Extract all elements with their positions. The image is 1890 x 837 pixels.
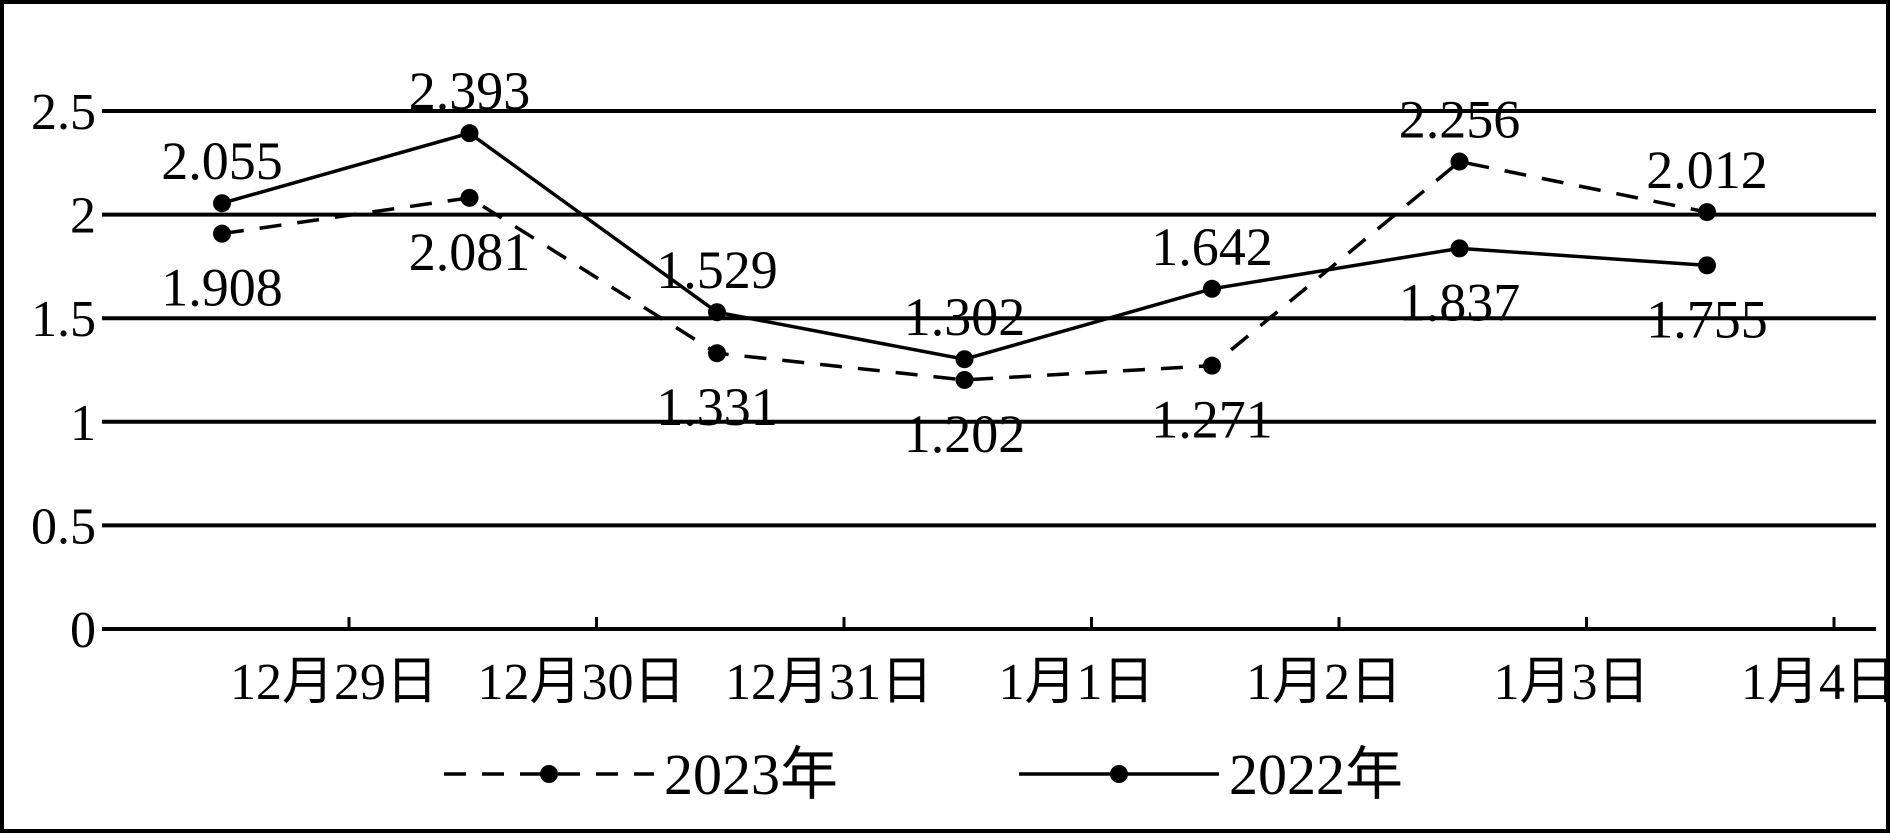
- x-tick-label: 1月1日: [998, 654, 1154, 711]
- x-tick-label: 1月2日: [1246, 654, 1402, 711]
- line-chart: 00.511.522.5 12月29日 12月30日 12月31日 1月1日 1月2日 1…: [31, 61, 1890, 807]
- y-tick-label: 0: [70, 602, 96, 659]
- data-labels: 1.908 2.081 1.331 1.202 1.271 2.256 2.012 2.055…: [161, 61, 1768, 464]
- x-tick-label: 1月4日: [1741, 654, 1890, 711]
- legend-item-2023: 2023年: [444, 742, 838, 807]
- series-lines: [213, 124, 1716, 389]
- data-label: 1.908: [161, 258, 283, 318]
- data-point: [708, 344, 726, 363]
- data-label: 1.202: [904, 404, 1026, 464]
- data-point: [460, 188, 479, 207]
- legend-marker: [540, 765, 558, 783]
- gridlines: [102, 109, 1876, 631]
- data-point: [1450, 152, 1469, 171]
- data-point: [955, 350, 974, 369]
- data-label: 1.331: [656, 377, 778, 437]
- x-axis: 12月29日 12月30日 12月31日 1月1日 1月2日 1月3日 1月4日: [230, 617, 1890, 711]
- x-tick-label: 12月31日: [725, 654, 933, 711]
- data-point: [213, 224, 231, 243]
- data-label: 2.055: [161, 131, 283, 191]
- data-point: [1203, 356, 1221, 375]
- data-label: 2.081: [409, 222, 531, 282]
- y-tick-label: 2.5: [31, 84, 96, 141]
- legend-label: 2022年: [1229, 742, 1403, 807]
- data-label: 2.393: [409, 61, 531, 121]
- legend-item-2022: 2022年: [1019, 742, 1403, 807]
- data-label: 1.755: [1646, 289, 1768, 349]
- y-axis-ticks: 0 0.5 1 1.5 2 2.5: [31, 84, 96, 659]
- y-tick-label: 0.5: [31, 498, 96, 555]
- data-point: [1698, 203, 1716, 222]
- y-tick-label: 2: [70, 188, 96, 245]
- data-point: [460, 124, 479, 143]
- data-point: [708, 303, 726, 322]
- data-point: [955, 370, 974, 389]
- x-tick-label: 1月3日: [1493, 654, 1649, 711]
- x-tick-label: 12月30日: [477, 654, 685, 711]
- legend-marker: [1110, 765, 1128, 783]
- data-label: 1.642: [1151, 217, 1273, 277]
- data-label: 1.271: [1151, 390, 1273, 450]
- data-point: [1450, 239, 1469, 258]
- data-label: 1.302: [904, 287, 1026, 347]
- data-label: 2.012: [1646, 140, 1768, 200]
- data-point: [1203, 279, 1221, 298]
- data-label: 2.256: [1399, 90, 1521, 150]
- x-tick-label: 12月29日: [230, 654, 438, 711]
- y-tick-label: 1.5: [31, 291, 96, 348]
- legend: 2023年 2022年: [444, 742, 1403, 807]
- data-point: [1698, 256, 1716, 275]
- data-point: [213, 194, 231, 213]
- data-label: 1.529: [656, 240, 778, 300]
- legend-label: 2023年: [664, 742, 838, 807]
- y-tick-label: 1: [70, 395, 96, 452]
- data-label: 1.837: [1399, 272, 1521, 332]
